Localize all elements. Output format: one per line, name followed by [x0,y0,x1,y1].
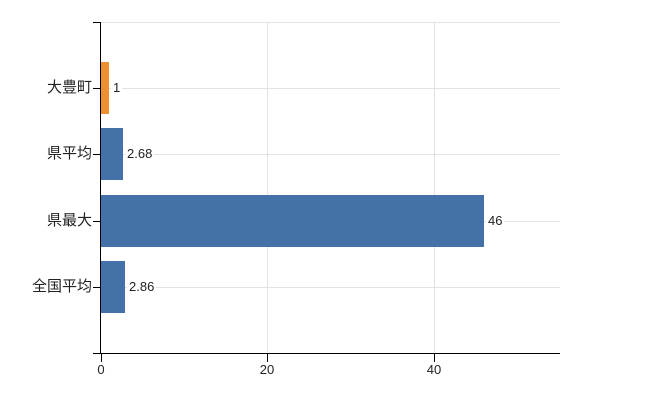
bar [101,261,125,313]
x-axis-tick [101,353,102,362]
bar [101,128,123,180]
x-gridline [267,22,268,353]
bar-value-label: 2.86 [127,279,157,295]
x-axis [93,353,560,354]
bar [101,62,109,114]
y-axis [100,22,101,353]
category-label: 県平均 [46,145,92,162]
bar-value-label: 46 [486,213,505,229]
bar-value-label: 1 [111,80,123,96]
bar-value-label: 2.68 [125,146,155,162]
x-axis-tick [267,353,268,362]
category-label: 大豊町 [46,79,92,96]
x-tick-label: 0 [97,362,105,377]
x-axis-tick [434,353,435,362]
y-axis-tick [93,88,101,89]
row-gridline [101,154,560,155]
row-gridline [101,287,560,288]
category-label: 県最大 [46,212,92,229]
bar [101,195,484,247]
category-label: 全国平均 [31,278,92,295]
y-axis-tick [93,22,101,23]
x-tick-label: 20 [259,362,275,377]
row-gridline [101,88,560,89]
x-gridline [434,22,435,353]
y-axis-tick [93,287,101,288]
y-axis-tick [93,221,101,222]
y-axis-tick [93,154,101,155]
plot-top-border [101,22,560,23]
x-tick-label: 40 [426,362,442,377]
